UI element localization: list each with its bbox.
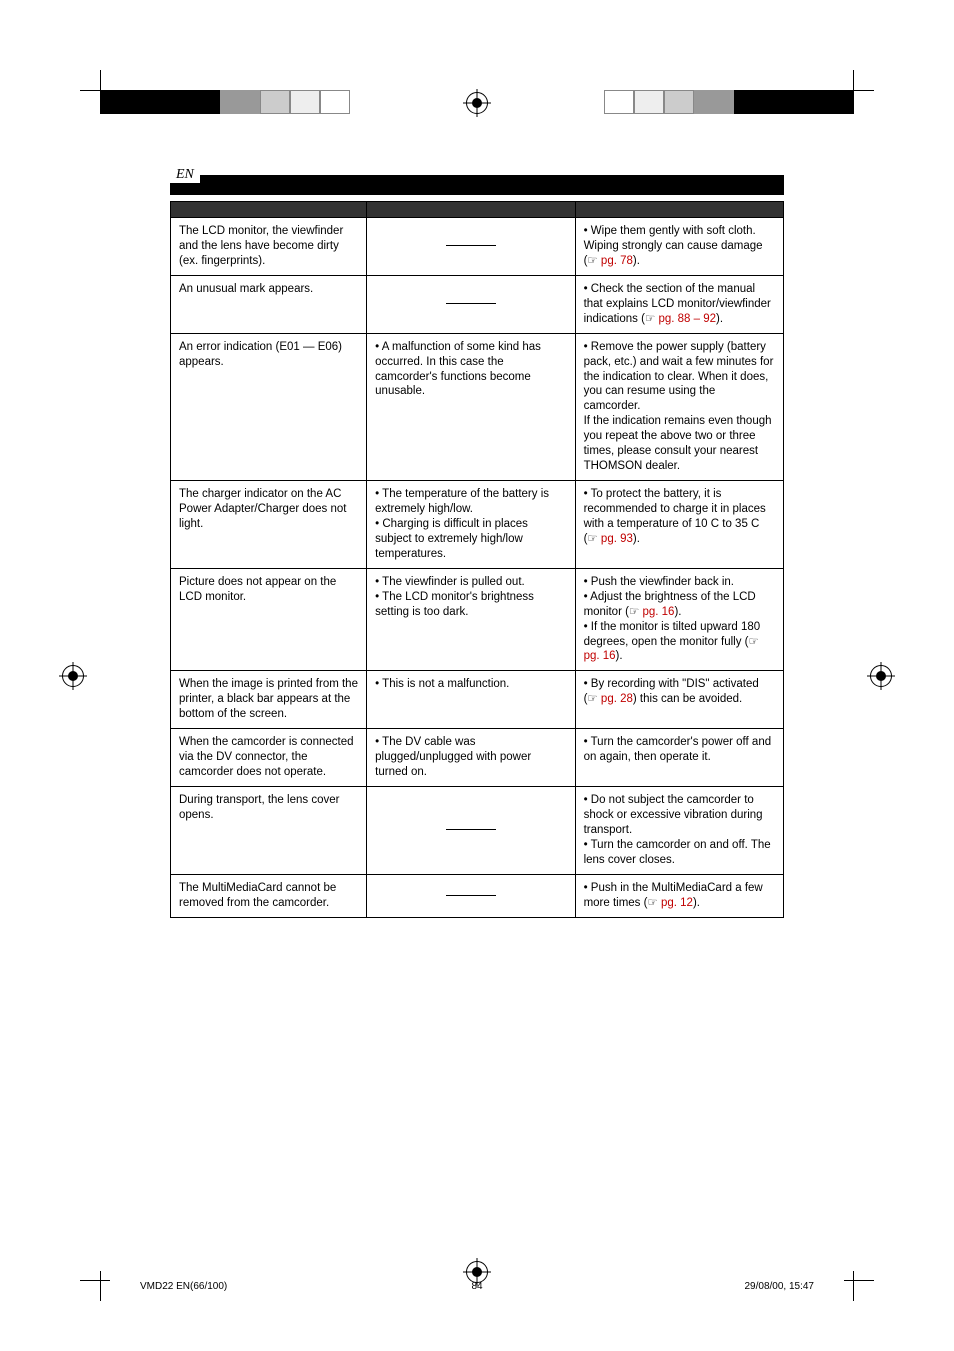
color-bar-right xyxy=(584,90,854,114)
action-cell: • Do not subject the camcorder to shock … xyxy=(575,787,783,875)
header-en-label: EN xyxy=(170,167,200,183)
registration-mark-top xyxy=(466,92,488,114)
action-cell: • Check the section of the manual that e… xyxy=(575,275,783,333)
symptom-cell: The LCD monitor, the viewfinder and the … xyxy=(171,218,367,276)
table-row: During transport, the lens cover opens. •… xyxy=(171,787,784,875)
footer-left: VMD22 EN(66/100) xyxy=(140,1281,227,1292)
footer-center: 84 xyxy=(471,1281,482,1292)
symptom-cell: When the camcorder is connected via the … xyxy=(171,729,367,787)
table-row: When the camcorder is connected via the … xyxy=(171,729,784,787)
table-header-row xyxy=(171,202,784,218)
registration-mark-bottom xyxy=(466,1261,488,1283)
table-row: When the image is printed from the print… xyxy=(171,671,784,729)
crop-mark-tr xyxy=(834,70,874,110)
cause-cell: • This is not a malfunction. xyxy=(367,671,575,729)
table-row: Picture does not appear on the LCD monit… xyxy=(171,568,784,671)
table-row: The MultiMediaCard cannot be removed fro… xyxy=(171,874,784,917)
crop-mark-bl xyxy=(80,1261,120,1301)
action-cell: • Remove the power supply (battery pack,… xyxy=(575,333,783,480)
cause-cell xyxy=(367,787,575,875)
color-bar-left xyxy=(100,90,370,114)
symptom-cell: An error indication (E01 — E06) appears. xyxy=(171,333,367,480)
header-action xyxy=(575,202,783,218)
cause-cell xyxy=(367,275,575,333)
registration-mark-right xyxy=(870,665,892,687)
action-cell: • Push in the MultiMediaCard a few more … xyxy=(575,874,783,917)
symptom-cell: Picture does not appear on the LCD monit… xyxy=(171,568,367,671)
page-content: EN The LCD monitor, the viewfinder and t… xyxy=(170,175,784,918)
cause-cell: • The viewfinder is pulled out.• The LCD… xyxy=(367,568,575,671)
cause-cell: • The temperature of the battery is extr… xyxy=(367,481,575,569)
cause-cell: • A malfunction of some kind has occurre… xyxy=(367,333,575,480)
action-cell: • By recording with "DIS" activated (☞ p… xyxy=(575,671,783,729)
crop-mark-br xyxy=(834,1261,874,1301)
action-cell: • To protect the battery, it is recommen… xyxy=(575,481,783,569)
symptom-cell: During transport, the lens cover opens. xyxy=(171,787,367,875)
registration-mark-left xyxy=(62,665,84,687)
cause-cell: • The DV cable was plugged/unplugged wit… xyxy=(367,729,575,787)
crop-mark-tl xyxy=(80,70,120,110)
cause-cell xyxy=(367,874,575,917)
header-bar: EN xyxy=(170,175,784,195)
symptom-cell: The charger indicator on the AC Power Ad… xyxy=(171,481,367,569)
cause-cell xyxy=(367,218,575,276)
troubleshooting-table: The LCD monitor, the viewfinder and the … xyxy=(170,201,784,918)
action-cell: • Push the viewfinder back in.• Adjust t… xyxy=(575,568,783,671)
header-cause xyxy=(367,202,575,218)
action-cell: • Wipe them gently with soft cloth. Wipi… xyxy=(575,218,783,276)
action-cell: • Turn the camcorder's power off and on … xyxy=(575,729,783,787)
symptom-cell: The MultiMediaCard cannot be removed fro… xyxy=(171,874,367,917)
symptom-cell: An unusual mark appears. xyxy=(171,275,367,333)
table-row: The LCD monitor, the viewfinder and the … xyxy=(171,218,784,276)
table-row: An error indication (E01 — E06) appears.… xyxy=(171,333,784,480)
table-row: The charger indicator on the AC Power Ad… xyxy=(171,481,784,569)
footer-right: 29/08/00, 15:47 xyxy=(744,1281,814,1292)
table-row: An unusual mark appears. • Check the sect… xyxy=(171,275,784,333)
header-symptom xyxy=(171,202,367,218)
symptom-cell: When the image is printed from the print… xyxy=(171,671,367,729)
